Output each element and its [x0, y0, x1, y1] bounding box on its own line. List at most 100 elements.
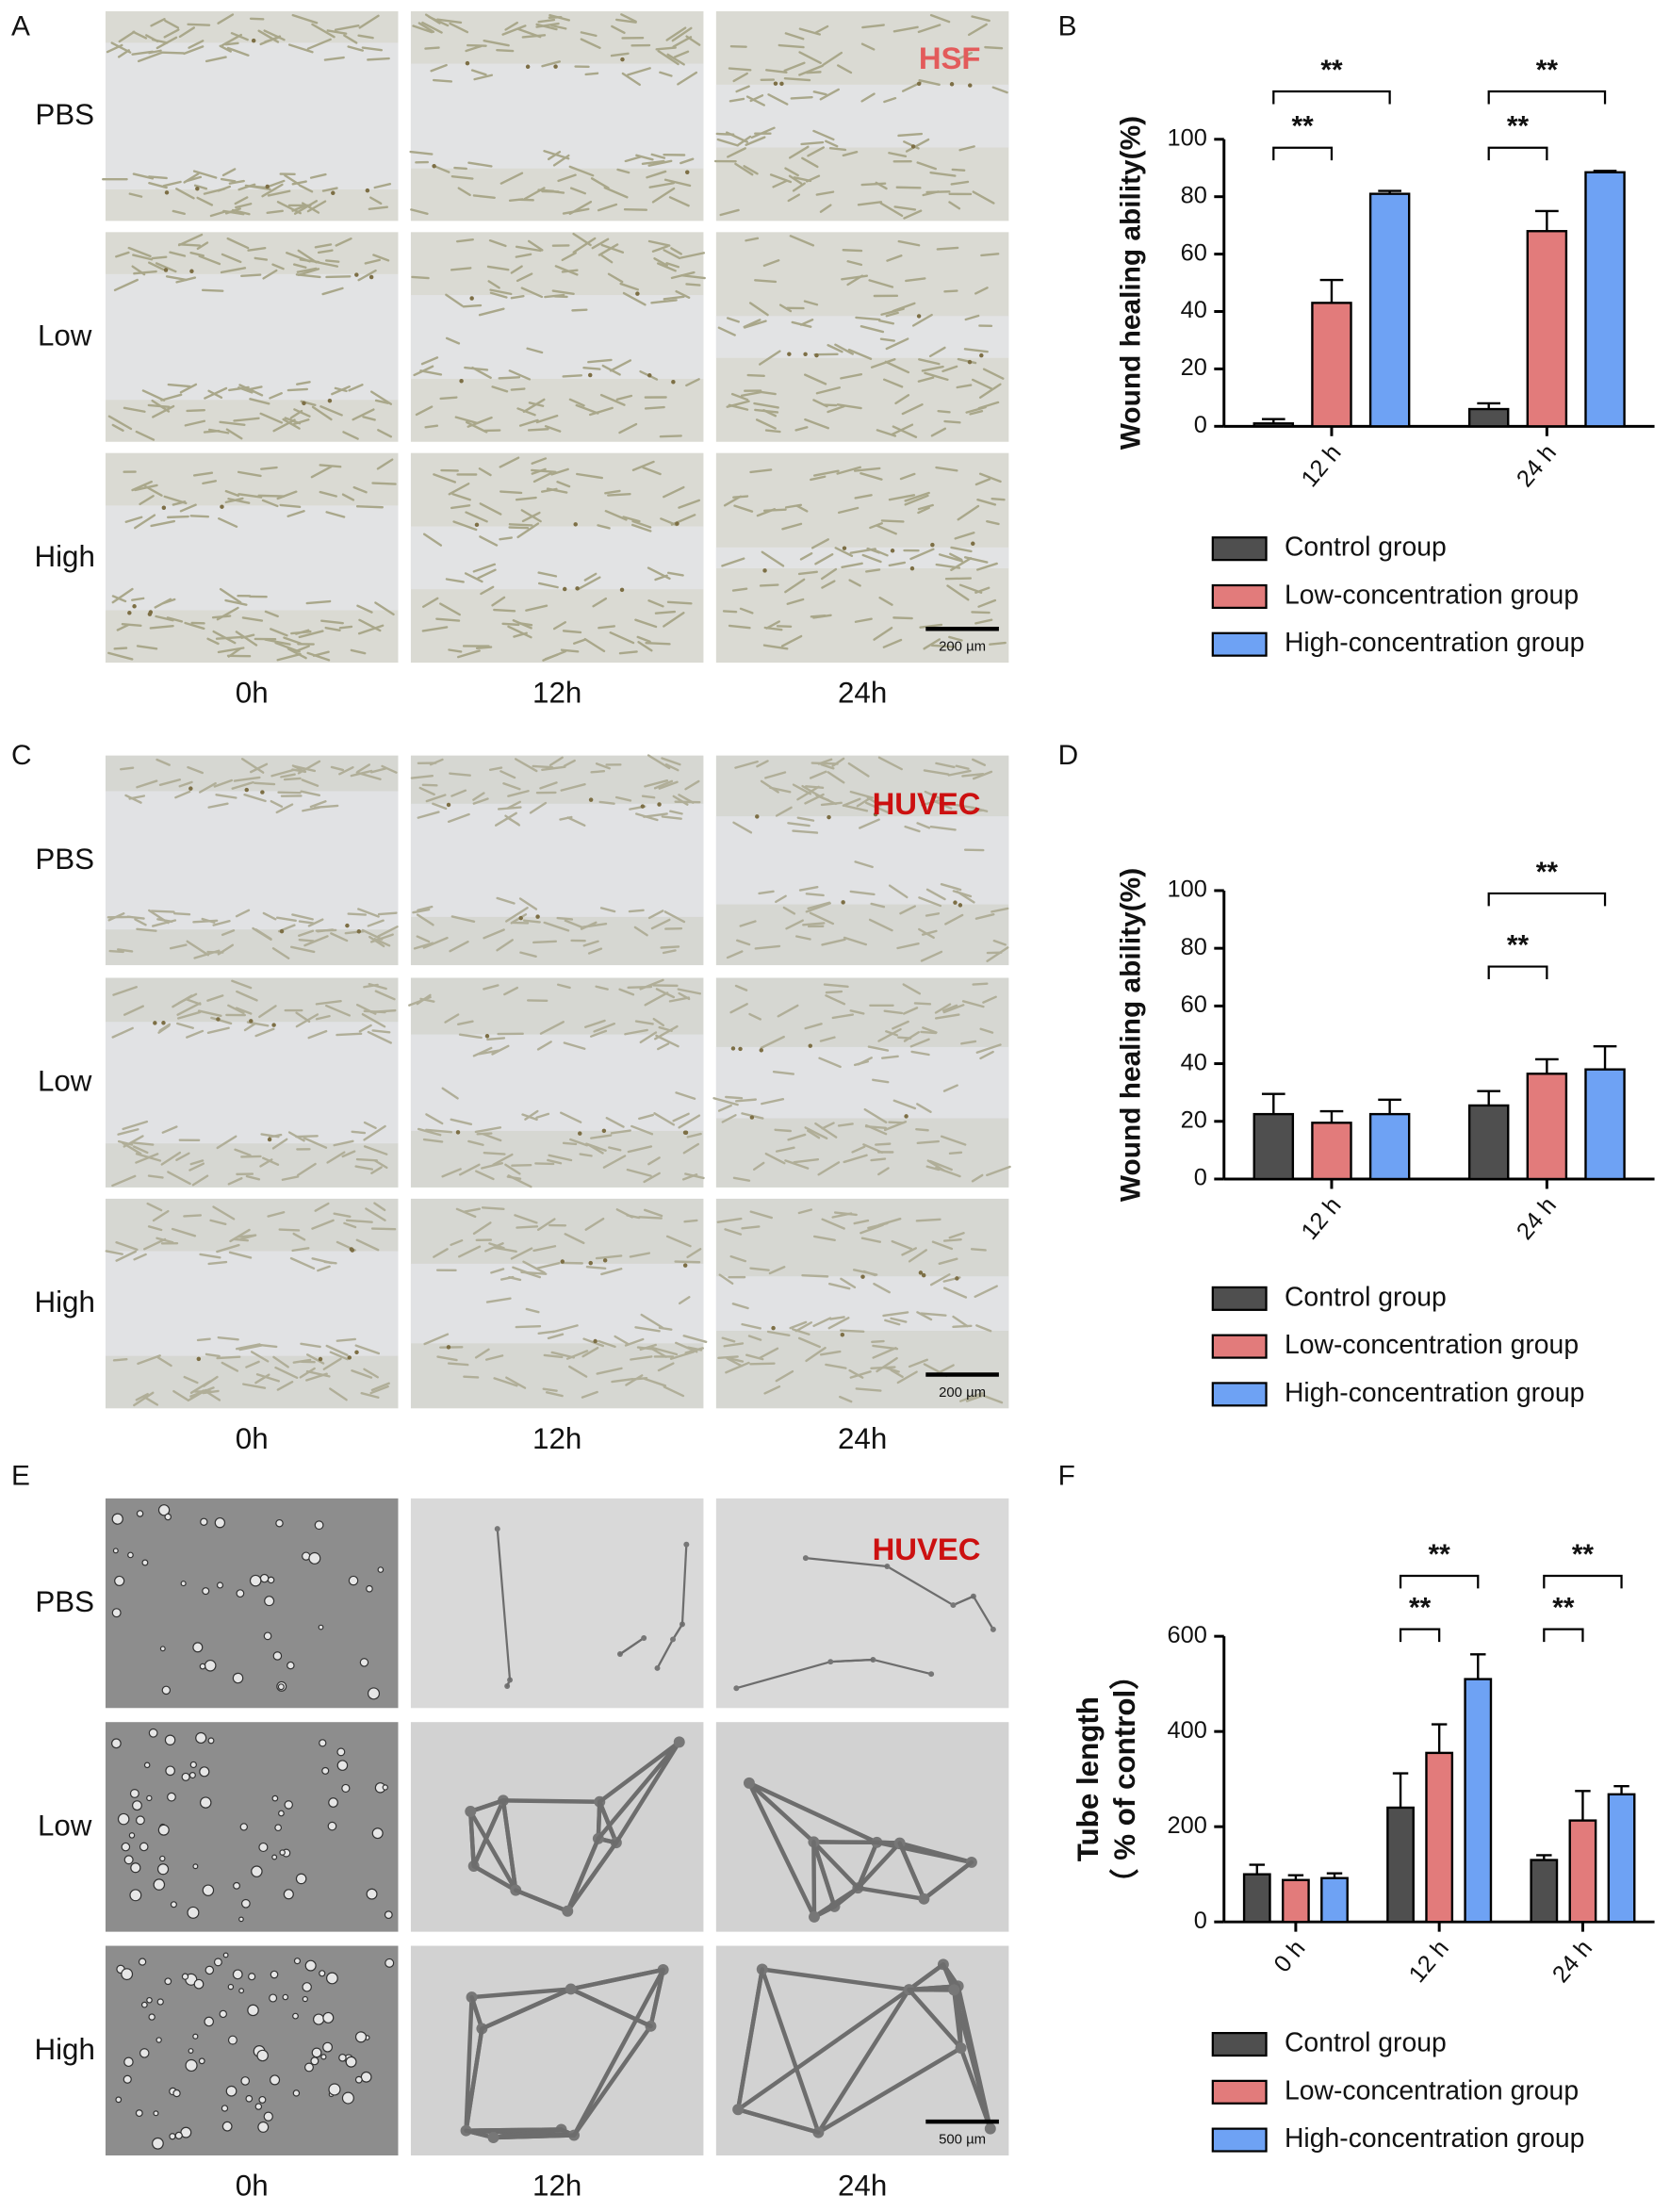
cell [377, 911, 398, 916]
cell [281, 1175, 300, 1181]
cell [982, 995, 997, 1004]
cell [647, 239, 671, 247]
cell [198, 254, 221, 266]
cell [343, 1221, 357, 1229]
cell [192, 919, 219, 924]
cell [496, 896, 516, 905]
cell [679, 252, 706, 259]
cell [479, 535, 499, 547]
cell [587, 947, 603, 955]
cell [807, 901, 831, 910]
cell [984, 45, 1004, 50]
cell [541, 60, 561, 68]
x-tick-label: 24 h [1512, 1192, 1562, 1245]
cell-debris [365, 188, 370, 193]
cell [678, 499, 701, 509]
cell [722, 610, 738, 614]
cell [752, 1161, 765, 1171]
cell [860, 472, 883, 481]
cell [195, 1731, 207, 1745]
cell [819, 1350, 842, 1356]
cell [650, 918, 671, 930]
cell [784, 167, 799, 177]
cell [989, 641, 1007, 646]
cell [916, 161, 937, 171]
cell [590, 1029, 608, 1038]
cell [769, 786, 792, 794]
cell [665, 26, 687, 41]
cell [942, 1084, 958, 1092]
cell [892, 302, 916, 313]
cell [665, 262, 680, 269]
cell [371, 482, 397, 485]
cell [846, 260, 863, 267]
cell [974, 478, 991, 486]
cell [592, 597, 608, 608]
cell [488, 766, 503, 771]
cell [131, 50, 155, 56]
cell [778, 43, 805, 49]
cell [658, 780, 679, 790]
cell [805, 893, 825, 897]
cell [453, 166, 467, 171]
cell [890, 1368, 904, 1379]
cell [792, 829, 819, 834]
cell [123, 2056, 134, 2068]
cell [107, 651, 134, 661]
bar [1584, 171, 1626, 428]
cell [133, 1391, 155, 1407]
cell [537, 1330, 555, 1335]
cell [815, 386, 841, 395]
cell [595, 985, 609, 991]
bar [1464, 1678, 1493, 1924]
cell [247, 2004, 259, 2017]
cell [965, 1394, 983, 1402]
cell [522, 919, 541, 924]
cell [827, 404, 845, 414]
cell [971, 611, 991, 614]
cell [267, 1576, 275, 1584]
cell [928, 1159, 953, 1172]
cell [483, 984, 499, 991]
cell [685, 378, 700, 387]
cell [600, 254, 614, 264]
tube [648, 1967, 665, 2029]
cell [499, 770, 516, 779]
tube [811, 1840, 837, 1909]
cell-debris [588, 797, 594, 802]
cell [374, 399, 389, 404]
cell [866, 796, 882, 807]
cell [305, 1369, 331, 1378]
cell [457, 649, 481, 659]
cell [287, 43, 314, 54]
cell-debris [327, 398, 333, 403]
cell [319, 405, 343, 417]
cell [132, 254, 154, 261]
cell-debris [904, 1114, 909, 1119]
cell [124, 794, 142, 804]
cell [723, 1342, 745, 1348]
row-label: Low [38, 1809, 92, 1842]
cell [886, 254, 903, 262]
tube [972, 1595, 994, 1630]
cell [810, 475, 827, 482]
scale-bar-label: 500 µm [939, 2132, 986, 2148]
cell [651, 245, 669, 253]
cell [147, 1174, 164, 1179]
cell [444, 1013, 460, 1024]
cell [310, 2056, 319, 2066]
cell [924, 790, 943, 801]
wound-area [715, 547, 1009, 569]
cell [176, 1002, 202, 1016]
cell [674, 1260, 701, 1264]
cell [245, 1174, 261, 1181]
cell [537, 188, 555, 192]
cell [782, 906, 796, 915]
cell [681, 1173, 698, 1181]
cell [447, 1362, 469, 1367]
cell [518, 418, 539, 427]
y-axis-label: （ % of control） [1108, 1660, 1141, 1897]
cell [154, 598, 172, 609]
cell [877, 1167, 890, 1176]
cell [640, 1313, 663, 1329]
